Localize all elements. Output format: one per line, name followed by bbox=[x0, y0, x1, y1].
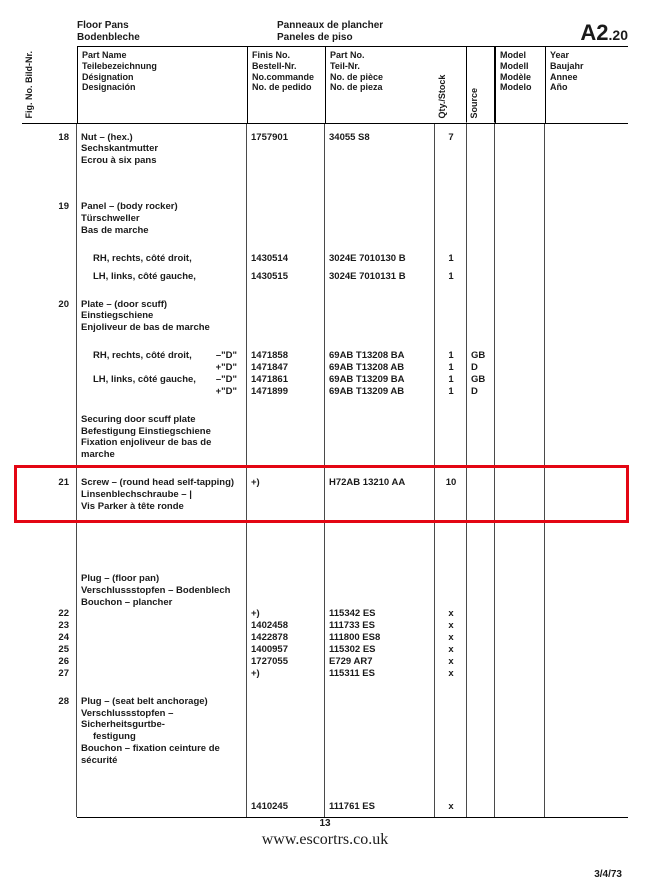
parts-catalog-page: Floor Pans Bodenbleche Panneaux de planc… bbox=[0, 0, 650, 894]
part-name-cell: Plate – (door scuff) bbox=[77, 299, 247, 311]
part-name-cell: Sechskantmutter bbox=[77, 143, 247, 155]
part-name-cell: LH, links, côté gauche, bbox=[77, 271, 247, 283]
part-name-cell bbox=[77, 656, 247, 668]
table-row: 27+)115311 ESx bbox=[22, 668, 628, 680]
table-row: Securing door scuff plate bbox=[22, 414, 628, 426]
table-row: Enjoliveur de bas de marche bbox=[22, 322, 628, 334]
part-name-cell: Plug – (seat belt anchorage) bbox=[77, 696, 247, 708]
part-name-cell: +"D" bbox=[77, 362, 247, 374]
part-name-cell: Bas de marche bbox=[77, 225, 247, 237]
table-row: 28Plug – (seat belt anchorage) bbox=[22, 696, 628, 708]
part-name-cell: RH, rechts, côté droit, bbox=[77, 253, 247, 265]
title-es: Paneles de piso bbox=[277, 32, 353, 43]
table-row: 1410245111761 ESx bbox=[22, 801, 628, 813]
table-row: 22+)115342 ESx bbox=[22, 608, 628, 620]
part-name-cell: Bouchon – plancher bbox=[77, 597, 247, 609]
col-name: Part Name Teilebezeichnung Désignation D… bbox=[77, 47, 247, 123]
table-row: RH, rechts, côté droit,–"D"147185869AB T… bbox=[22, 350, 628, 362]
table-row: Ecrou à six pans bbox=[22, 155, 628, 167]
table-row: 241422878111800 ES8x bbox=[22, 632, 628, 644]
col-qty: Qty./Stock bbox=[435, 47, 467, 123]
part-name-cell bbox=[77, 608, 247, 620]
section-title-mid: Panneaux de plancher Paneles de piso bbox=[277, 20, 383, 44]
table-row: 261727055E729 AR7x bbox=[22, 656, 628, 668]
table-row: 20Plate – (door scuff) bbox=[22, 299, 628, 311]
table-row: Türschweller bbox=[22, 213, 628, 225]
table-row: Bas de marche bbox=[22, 225, 628, 237]
part-name-cell: RH, rechts, côté droit,–"D" bbox=[77, 350, 247, 362]
part-name-cell: Befestigung Einstiegschiene bbox=[77, 426, 247, 438]
table-row: 19Panel – (body rocker) bbox=[22, 201, 628, 213]
part-name-cell: Plug – (floor pan) bbox=[77, 573, 247, 585]
section-title-left: Floor Pans Bodenbleche bbox=[77, 20, 140, 44]
table-row: Befestigung Einstiegschiene bbox=[22, 426, 628, 438]
col-part: Part No. Teil-Nr. No. de pièce No. de pi… bbox=[325, 47, 435, 123]
column-headers: Fig. No. Bild-Nr. Part Name Teilebezeich… bbox=[22, 47, 628, 124]
part-name-cell bbox=[77, 668, 247, 680]
part-name-cell: Verschlussstopfen – Bodenblech bbox=[77, 585, 247, 597]
col-fig: Fig. No. Bild-Nr. bbox=[22, 47, 77, 123]
table-row: Verschlussstopfen – Sicherheitsgurtbe- bbox=[22, 708, 628, 732]
table-row: Plug – (floor pan) bbox=[22, 573, 628, 585]
table-row: festigung bbox=[22, 731, 628, 743]
section-code: A2.20 bbox=[580, 22, 628, 44]
table-row: LH, links, côté gauche,–"D"147186169AB T… bbox=[22, 374, 628, 386]
table-row: Bouchon – fixation ceinture de sécurité bbox=[22, 743, 628, 767]
part-name-cell: festigung bbox=[77, 731, 247, 743]
part-name-cell bbox=[77, 644, 247, 656]
table-row: 231402458111733 ESx bbox=[22, 620, 628, 632]
part-name-cell: Panel – (body rocker) bbox=[77, 201, 247, 213]
table-row: 18Nut – (hex.)175790134055 S87 bbox=[22, 132, 628, 144]
table-row: +"D"147189969AB T13209 AB1D bbox=[22, 386, 628, 398]
part-name-cell bbox=[77, 632, 247, 644]
part-name-cell: Ecrou à six pans bbox=[77, 155, 247, 167]
table-row: 251400957115302 ESx bbox=[22, 644, 628, 656]
table-row: Bouchon – plancher bbox=[22, 597, 628, 609]
col-model: Model Modell Modèle Modelo bbox=[495, 47, 545, 123]
part-name-cell: Türschweller bbox=[77, 213, 247, 225]
title-de: Bodenbleche bbox=[77, 32, 140, 43]
part-name-cell: Einstiegschiene bbox=[77, 310, 247, 322]
watermark: www.escortrs.co.uk bbox=[22, 831, 628, 849]
part-name-cell: Nut – (hex.) bbox=[77, 132, 247, 144]
part-name-cell: +"D" bbox=[77, 386, 247, 398]
part-name-cell: LH, links, côté gauche,–"D" bbox=[77, 374, 247, 386]
part-name-cell: Securing door scuff plate bbox=[77, 414, 247, 426]
title-en: Floor Pans bbox=[77, 20, 129, 31]
table-row: +"D"147184769AB T13208 AB1D bbox=[22, 362, 628, 374]
table-row: Sechskantmutter bbox=[22, 143, 628, 155]
part-name-cell: Bouchon – fixation ceinture de sécurité bbox=[77, 743, 247, 767]
highlight-box bbox=[14, 465, 629, 523]
page-number: 13 bbox=[22, 818, 628, 829]
table-row: RH, rechts, côté droit,14305143024E 7010… bbox=[22, 253, 628, 265]
part-name-cell: Verschlussstopfen – Sicherheitsgurtbe- bbox=[77, 708, 247, 732]
part-name-cell: Enjoliveur de bas de marche bbox=[77, 322, 247, 334]
table-row: LH, links, côté gauche,14305153024E 7010… bbox=[22, 271, 628, 283]
table-row: Einstiegschiene bbox=[22, 310, 628, 322]
title-fr: Panneaux de plancher bbox=[277, 20, 383, 31]
col-finis: Finis No. Bestell-Nr. No.commande No. de… bbox=[247, 47, 325, 123]
table-row: Verschlussstopfen – Bodenblech bbox=[22, 585, 628, 597]
page-date: 3/4/73 bbox=[594, 869, 622, 880]
col-src: Source bbox=[467, 47, 495, 123]
table-row: Fixation enjoliveur de bas de marche bbox=[22, 437, 628, 461]
part-name-cell bbox=[77, 620, 247, 632]
page-header: Floor Pans Bodenbleche Panneaux de planc… bbox=[77, 20, 628, 47]
part-name-cell bbox=[77, 801, 247, 813]
col-year: Year Baujahr Annee Año bbox=[545, 47, 595, 123]
part-name-cell: Fixation enjoliveur de bas de marche bbox=[77, 437, 247, 461]
